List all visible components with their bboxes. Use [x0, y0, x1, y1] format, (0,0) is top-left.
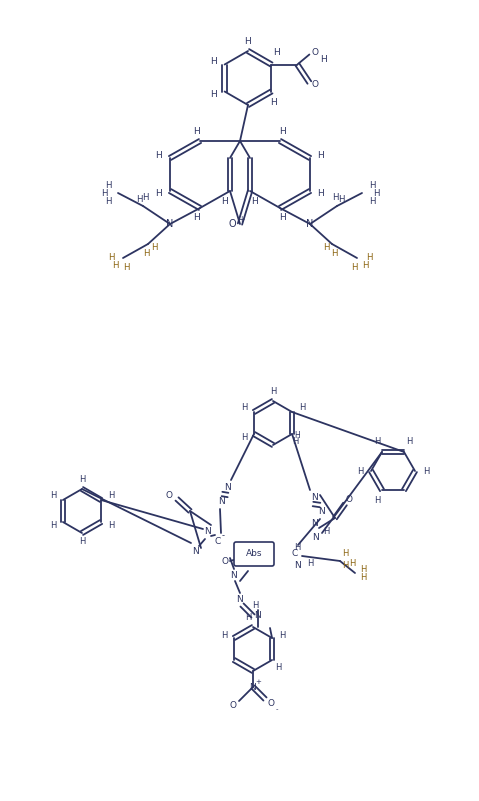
Text: H: H: [101, 188, 107, 198]
Text: H: H: [373, 188, 379, 198]
Text: -: -: [276, 706, 278, 712]
Text: H: H: [156, 188, 162, 198]
Text: H: H: [112, 261, 118, 271]
Text: H: H: [299, 404, 305, 413]
Text: H: H: [222, 196, 228, 206]
Text: H: H: [338, 195, 344, 204]
Text: Abs: Abs: [246, 549, 262, 558]
Text: H: H: [123, 263, 129, 272]
Text: H: H: [136, 195, 142, 204]
Text: O: O: [166, 492, 172, 501]
Text: O: O: [312, 48, 319, 57]
Text: H: H: [221, 631, 227, 641]
Text: N: N: [237, 594, 243, 603]
Text: H: H: [156, 151, 162, 160]
Text: H: H: [194, 127, 200, 135]
Text: H: H: [360, 565, 366, 574]
Text: H: H: [151, 244, 157, 252]
Text: H: H: [362, 261, 368, 271]
Text: H: H: [245, 614, 251, 622]
Text: -: -: [221, 532, 225, 541]
Text: H: H: [245, 37, 251, 46]
Text: N: N: [193, 546, 199, 556]
Text: H: H: [210, 90, 217, 99]
Text: H: H: [273, 48, 280, 57]
Text: N: N: [312, 518, 319, 528]
Text: H: H: [279, 631, 285, 641]
Text: H: H: [143, 248, 149, 257]
Text: H: H: [323, 244, 329, 252]
Text: H: H: [210, 57, 217, 66]
Text: N: N: [250, 682, 256, 691]
Text: N: N: [295, 562, 301, 570]
Text: H: H: [360, 574, 366, 582]
Text: H: H: [342, 562, 348, 570]
Text: H: H: [423, 466, 429, 476]
Text: H: H: [369, 180, 375, 190]
Text: +: +: [255, 679, 261, 685]
Text: H: H: [241, 404, 247, 413]
Text: N: N: [205, 526, 211, 536]
Text: H: H: [275, 663, 281, 673]
FancyBboxPatch shape: [234, 542, 274, 566]
Text: H: H: [366, 253, 372, 263]
Text: H: H: [292, 437, 298, 446]
Text: O: O: [312, 80, 319, 89]
Text: H: H: [294, 432, 300, 441]
Text: H: H: [357, 466, 363, 476]
Text: N: N: [230, 571, 238, 581]
Text: H: H: [318, 151, 324, 160]
Text: H: H: [270, 98, 277, 107]
Text: H: H: [105, 196, 111, 206]
Text: O: O: [228, 219, 236, 229]
Text: O: O: [345, 496, 353, 505]
Text: H: H: [331, 248, 337, 257]
Text: H: H: [108, 492, 114, 501]
Text: H: H: [369, 196, 375, 206]
Text: H: H: [332, 192, 338, 202]
Text: +: +: [238, 215, 244, 223]
Text: H: H: [374, 437, 380, 446]
Text: H: H: [241, 433, 247, 442]
Text: H: H: [50, 492, 56, 501]
Text: H: H: [342, 549, 348, 557]
Text: C: C: [292, 549, 298, 557]
Text: H: H: [251, 196, 258, 206]
Text: H: H: [280, 214, 286, 223]
Text: H: H: [294, 544, 300, 553]
Text: N: N: [319, 506, 325, 516]
Text: H: H: [108, 253, 114, 263]
Text: N: N: [166, 219, 174, 229]
Text: C: C: [215, 537, 221, 545]
Text: N: N: [255, 611, 262, 621]
Text: H: H: [79, 537, 85, 546]
Text: H: H: [270, 388, 276, 396]
Text: N: N: [313, 533, 319, 542]
Text: H: H: [108, 521, 114, 530]
Text: H: H: [320, 55, 327, 64]
Text: H: H: [50, 521, 56, 530]
Text: H: H: [194, 214, 200, 223]
Text: N: N: [306, 219, 314, 229]
Text: N: N: [312, 493, 319, 502]
Text: O: O: [221, 557, 228, 566]
Text: O: O: [229, 701, 237, 710]
Text: H: H: [349, 560, 355, 569]
Text: N: N: [218, 497, 226, 505]
Text: H: H: [374, 496, 380, 505]
Text: H: H: [406, 437, 412, 446]
Text: H: H: [280, 127, 286, 135]
Text: H: H: [323, 528, 329, 537]
Text: H: H: [142, 192, 148, 202]
Text: H: H: [307, 558, 313, 567]
Text: H: H: [79, 476, 85, 485]
Text: H: H: [252, 601, 258, 610]
Text: H: H: [105, 180, 111, 190]
Text: N: N: [225, 484, 231, 493]
Text: O: O: [267, 698, 274, 707]
Text: H: H: [351, 263, 357, 272]
Text: O: O: [260, 549, 266, 557]
Text: H: H: [318, 188, 324, 198]
